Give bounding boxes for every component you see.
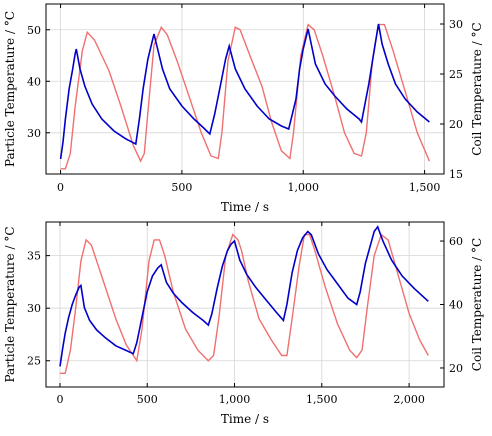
- chart-2-particle-temperature-line: [60, 233, 429, 374]
- chart-2-y-left-tick-label: 30: [27, 302, 41, 315]
- chart-2-y-left-tick-label: 35: [27, 250, 41, 263]
- chart-1-y-left-tick-label: 30: [27, 127, 41, 140]
- chart-2-coil-temperature-line: [59, 225, 429, 367]
- chart-2-plot-frame: [45, 221, 445, 388]
- chart-1-y-right-axis-title: Coil Temperature / °C: [470, 22, 484, 155]
- chart-1-x-axis-title: Time / s: [221, 200, 269, 214]
- chart-2-x-tick-label: 500: [137, 393, 158, 406]
- chart-1-plot-frame: [45, 3, 445, 175]
- chart-1-y-right-tick-label: 15: [449, 168, 463, 181]
- chart-1-y-left-tick-label: 50: [27, 24, 41, 37]
- chart-2-y-right-tick-label: 20: [449, 362, 463, 375]
- chart-1-coil-temperature-line: [59, 23, 430, 160]
- chart-1-x-tick-label: 1,000: [287, 181, 319, 194]
- chart-1-y-right-tick-label: 30: [449, 18, 463, 31]
- chart-1-y-left-axis-title: Particle Temperature / °C: [3, 11, 17, 167]
- chart-2-x-axis-title: Time / s: [221, 412, 269, 426]
- chart-2-x-tick-label: 1,500: [306, 393, 338, 406]
- chart-1-x-tick-label: 500: [171, 181, 192, 194]
- chart-1-panel: 0 500 1,000 1,500 30 40 50 15 20 25 30 Time / s Part…: [3, 3, 484, 214]
- chart-2-y-left-axis-title: Particle Temperature / °C: [3, 226, 17, 382]
- chart-1-y-right-tick-label: 25: [449, 68, 463, 81]
- chart-2-y-right-axis-title: Coil Temperature / °C: [470, 238, 484, 371]
- chart-2-panel: 0 500 1,000 1,500 2,000 25 30 35 20 40 60 Time / s P…: [3, 221, 484, 426]
- chart-1-y-left-tick-label: 40: [27, 75, 41, 88]
- chart-2-x-tick-label: 2,000: [393, 393, 425, 406]
- chart-2-x-tick-label: 1,000: [219, 393, 251, 406]
- chart-1-particle-temperature-line: [60, 23, 431, 170]
- chart-2-x-tick-label: 0: [56, 393, 63, 406]
- chart-2-y-left-tick-label: 25: [27, 355, 41, 368]
- chart-1-x-tick-label: 1,500: [409, 181, 441, 194]
- chart-1-y-right-tick-label: 20: [449, 118, 463, 131]
- chart-2-y-right-tick-label: 40: [449, 299, 463, 312]
- chart-1-x-tick-label: 0: [57, 181, 64, 194]
- chart-2-y-right-tick-label: 60: [449, 235, 463, 248]
